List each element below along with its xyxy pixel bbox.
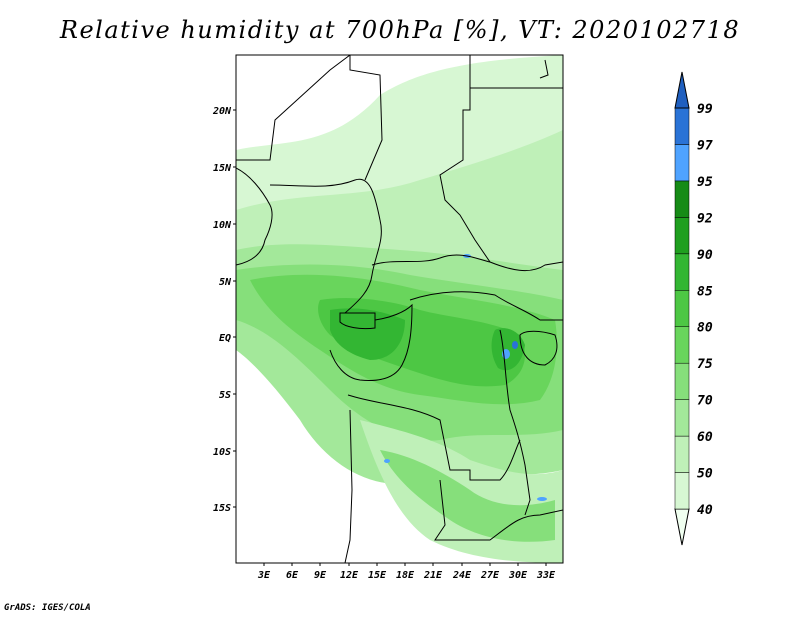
lon-tick-label: 30E: [508, 570, 528, 581]
border-car-drc: [409, 291, 563, 321]
colorbar-segment: [674, 362, 690, 400]
border-niger-nigeria: [269, 178, 381, 221]
longitude-axis: 3E 6E 9E 12E 15E 18E 21E 24E 27E 30E 33E: [257, 570, 556, 581]
border-algeria-niger: [236, 55, 351, 161]
latitude-tick-marks: [233, 109, 236, 508]
border-angola-drc: [347, 394, 521, 481]
coastline-angola: [344, 409, 353, 563]
rh-spot-95-d: [537, 497, 547, 501]
rh-spot-95-c: [384, 459, 390, 463]
colorbar-segment: [674, 472, 690, 510]
coastline-red-sea: [539, 59, 549, 79]
credit-text: GrADS: IGES/COLA: [4, 603, 91, 613]
colorbar-max-triangle: [674, 71, 690, 109]
lon-tick-label: 15E: [368, 570, 387, 581]
lon-tick-label: 3E: [257, 570, 271, 581]
chart-title: Relative humidity at 700hPa [%], VT: 202…: [59, 16, 741, 44]
colorbar-segment: [674, 107, 690, 145]
colorbar-segment: [674, 290, 690, 327]
borders: [236, 55, 563, 563]
coastline-west: [236, 167, 273, 266]
lon-tick-label: 6E: [286, 570, 299, 581]
rh-region-60: [236, 130, 563, 280]
lat-tick-label: 10S: [213, 447, 231, 458]
colorbar-level-label: 97: [697, 138, 713, 153]
colorbar-segment: [674, 144, 690, 182]
lat-tick-label: 5N: [219, 277, 232, 288]
colorbar-level-label: 70: [697, 394, 713, 409]
lon-tick-label: 27E: [480, 570, 500, 581]
border-chad-sudan: [439, 55, 491, 263]
lon-tick-label: 12E: [340, 570, 359, 581]
lon-tick-label: 9E: [314, 570, 327, 581]
colorbar-level-label: 80: [697, 321, 713, 336]
colorbar-level-label: 90: [697, 248, 713, 263]
colorbar-level-label: 92: [697, 211, 713, 226]
border-car-south-sudan: [371, 254, 563, 272]
lon-tick-label: 33E: [536, 570, 556, 581]
latitude-axis: 20N 15N 10N 5N EQ 5S 10S 15S: [212, 106, 232, 514]
colorbar-segment: [674, 399, 690, 437]
lat-tick-label: 20N: [212, 106, 232, 117]
border-zambia: [434, 479, 563, 541]
rh-region-75-south: [380, 450, 555, 542]
lon-tick-label: 24E: [452, 570, 472, 581]
lat-tick-label: EQ: [219, 333, 231, 344]
colorbar-level-label: 85: [697, 284, 713, 299]
colorbar-level-label: 60: [697, 430, 713, 445]
colorbar-min-triangle: [674, 508, 690, 546]
rh-region-90: [330, 308, 405, 360]
colorbar-level-label: 40: [697, 503, 713, 518]
border-rift-lakes: [499, 329, 531, 516]
colorbar-segment: [674, 253, 690, 291]
colorbar-level-label: 75: [697, 357, 713, 372]
rh-region-dry-southwest: [236, 460, 350, 563]
humidity-field: [236, 55, 563, 563]
colorbar-segment: [674, 435, 690, 473]
border-congo-gabon: [329, 303, 413, 381]
colorbar: 40 50 60 70 75 80 85 90 92 95 97 99: [674, 71, 713, 546]
rh-spot-97: [512, 341, 518, 349]
colorbar-level-label: 99: [697, 102, 713, 117]
colorbar-segment: [674, 217, 690, 255]
rh-region-90-east: [491, 328, 525, 371]
border-niger-chad: [349, 55, 383, 181]
lat-tick-label: 10N: [213, 220, 232, 231]
map-frame: [235, 54, 564, 564]
colorbar-level-label: 95: [697, 175, 713, 190]
lat-tick-label: 15S: [213, 503, 231, 514]
lat-tick-label: 5S: [219, 390, 231, 401]
border-equatorial-guinea: [339, 312, 376, 330]
longitude-tick-marks: [263, 563, 547, 566]
map-panel: 20N 15N 10N 5N EQ 5S 10S 15S 3E 6E 9E 12…: [212, 54, 564, 581]
lon-tick-label: 18E: [396, 570, 415, 581]
colorbar-segment: [674, 180, 690, 218]
lake-victoria: [519, 330, 558, 366]
lat-tick-label: 15N: [213, 163, 232, 174]
colorbar-segment: [674, 326, 690, 364]
colorbar-level-label: 50: [697, 467, 713, 482]
border-nigeria-cameroon: [344, 219, 382, 314]
lon-tick-label: 21E: [423, 570, 443, 581]
